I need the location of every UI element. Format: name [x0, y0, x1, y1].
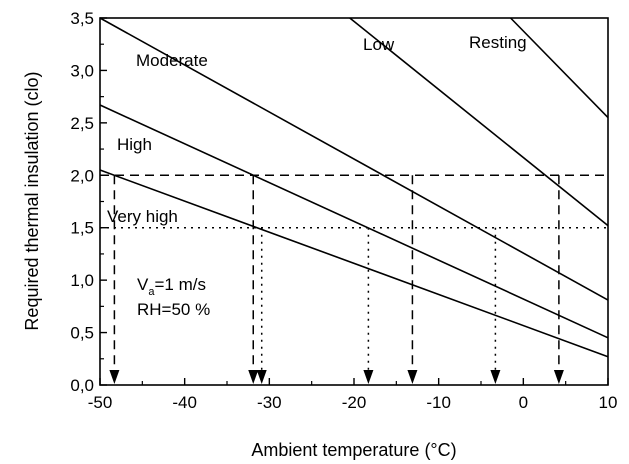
series-line-moderate — [99, 17, 609, 301]
x-tick-label: 0 — [519, 393, 528, 412]
svg-text:Va=1 m/s: Va=1 m/s — [137, 275, 206, 298]
conditions-annotation: Va=1 m/s RH=50 % — [137, 275, 210, 319]
series-line-high — [99, 104, 609, 339]
arrow-head-dotted — [256, 370, 267, 384]
series-label-low: Low — [363, 35, 395, 54]
x-axis-title: Ambient temperature (°C) — [251, 440, 456, 460]
annot-v-subscript: a — [148, 286, 155, 298]
x-tick-label: -40 — [172, 393, 197, 412]
axis-ticks: -50 -40 -30 -20 -10 0 10 0,0 0,5 1,0 1,5 2,0 2,5 3,0 3… — [70, 9, 617, 412]
y-tick-label: 0,5 — [70, 324, 94, 343]
arrow-head-dotted — [363, 370, 374, 384]
arrow-head-dashed — [407, 370, 418, 384]
y-tick-label: 1,0 — [70, 271, 94, 290]
x-tick-label: -20 — [342, 393, 367, 412]
arrow-head-dashed — [109, 370, 120, 384]
x-tick-label: -50 — [88, 393, 113, 412]
y-tick-label: 3,5 — [70, 9, 94, 28]
series-line-very-high — [99, 169, 609, 358]
series-labels: Moderate Low Resting High Very high — [107, 33, 527, 226]
series-line-low — [349, 17, 609, 227]
plot-lines — [99, 17, 609, 358]
annot-v-symbol: V — [137, 275, 149, 294]
y-tick-label: 2,0 — [70, 166, 94, 185]
arrow-head-dashed — [248, 370, 259, 384]
plot-frame — [99, 17, 609, 386]
x-tick-label: -30 — [257, 393, 282, 412]
y-tick-label: 0,0 — [70, 376, 94, 395]
x-tick-label: -10 — [426, 393, 451, 412]
arrow-head-dashed — [553, 370, 564, 384]
series-label-very-high: Very high — [107, 207, 178, 226]
x-tick-label: 10 — [599, 393, 618, 412]
series-label-high: High — [117, 135, 152, 154]
series-label-moderate: Moderate — [136, 51, 208, 70]
annot-humidity: RH=50 % — [137, 300, 210, 319]
series-label-resting: Resting — [469, 33, 527, 52]
y-axis-title: Required thermal insulation (clo) — [22, 71, 42, 330]
annot-wind-speed: =1 m/s — [154, 275, 206, 294]
y-tick-label: 2,5 — [70, 114, 94, 133]
reference-lines — [100, 174, 608, 384]
y-tick-label: 1,5 — [70, 219, 94, 238]
y-tick-label: 3,0 — [70, 61, 94, 80]
series-line-resting — [510, 17, 609, 119]
arrow-head-dotted — [490, 370, 501, 384]
